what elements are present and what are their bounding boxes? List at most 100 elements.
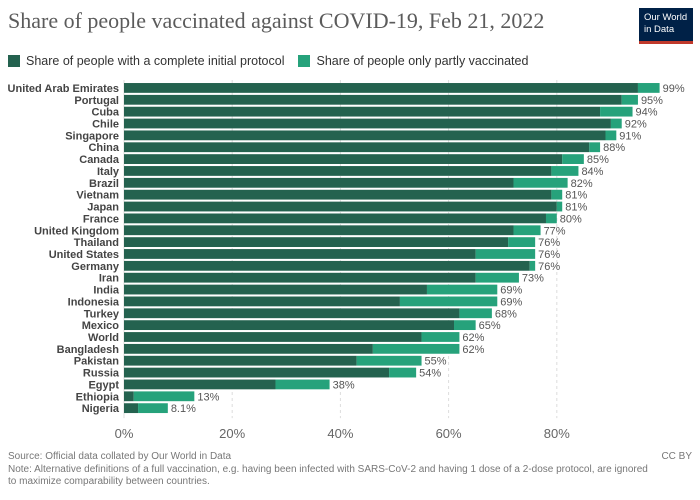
category-label: Vietnam: [76, 190, 119, 202]
bar-complete[interactable]: [124, 260, 530, 271]
bar-complete[interactable]: [124, 130, 606, 141]
bar-partial[interactable]: [475, 249, 536, 259]
bar-partial[interactable]: [421, 332, 460, 342]
category-label: Bangladesh: [57, 344, 120, 356]
bar-partial[interactable]: [589, 142, 601, 153]
total-value-label: 69%: [500, 285, 522, 297]
x-tick-label: 40%: [327, 426, 353, 441]
total-value-label: 76%: [538, 237, 560, 249]
bar-complete[interactable]: [124, 379, 276, 390]
category-label: Egypt: [88, 379, 119, 391]
legend: Share of people with a complete initial …: [8, 54, 542, 68]
legend-item-complete[interactable]: Share of people with a complete initial …: [8, 54, 284, 68]
total-value-label: 80%: [560, 213, 582, 225]
bar-partial[interactable]: [551, 166, 579, 176]
x-tick-label: 60%: [436, 426, 462, 441]
total-value-label: 54%: [419, 368, 441, 380]
total-value-label: 91%: [619, 130, 641, 142]
bar-complete[interactable]: [124, 177, 514, 188]
total-value-label: 73%: [522, 273, 544, 285]
total-value-label: 94%: [636, 107, 658, 119]
legend-item-partial[interactable]: Share of people only partly vaccinated: [298, 54, 528, 68]
category-label: Mexico: [82, 320, 120, 332]
bar-partial[interactable]: [621, 94, 638, 105]
bar-complete[interactable]: [124, 391, 134, 402]
bar-partial[interactable]: [605, 130, 617, 141]
bar-complete[interactable]: [124, 296, 400, 307]
bar-complete[interactable]: [124, 225, 514, 236]
total-value-label: 62%: [462, 332, 484, 344]
category-label: Indonesia: [68, 296, 120, 308]
bar-partial[interactable]: [556, 201, 563, 212]
bar-partial[interactable]: [529, 260, 536, 271]
bar-partial[interactable]: [133, 391, 195, 402]
bar-complete[interactable]: [124, 142, 590, 153]
bar-partial[interactable]: [600, 106, 633, 117]
bar-chart: 0% 20% 40% 60% 80% United Arab Emirates 99% Por…: [8, 80, 685, 441]
bar-partial[interactable]: [356, 355, 422, 366]
bar-complete[interactable]: [124, 237, 509, 248]
bar-partial[interactable]: [475, 272, 519, 283]
bar-complete[interactable]: [124, 320, 455, 331]
bar-partial[interactable]: [459, 308, 492, 319]
category-label: Thailand: [74, 237, 119, 249]
owid-logo[interactable]: Our World in Data: [639, 8, 693, 44]
bar-complete[interactable]: [124, 189, 552, 200]
bar-partial[interactable]: [513, 225, 541, 236]
bar-complete[interactable]: [124, 83, 638, 93]
bar-partial[interactable]: [454, 320, 476, 331]
total-value-label: 85%: [587, 154, 609, 166]
total-value-label: 13%: [197, 391, 219, 403]
bar-complete[interactable]: [124, 332, 422, 342]
category-label: United Arab Emirates: [8, 83, 119, 95]
legend-label-partial: Share of people only partly vaccinated: [316, 54, 529, 68]
bar-partial[interactable]: [610, 118, 622, 129]
bar-complete[interactable]: [124, 367, 390, 378]
total-value-label: 68%: [495, 308, 517, 320]
x-tick-label: 0%: [115, 426, 134, 441]
bar-complete[interactable]: [124, 308, 460, 319]
category-label: Japan: [87, 202, 119, 214]
bar-partial[interactable]: [513, 177, 568, 188]
logo-line2: in Data: [644, 24, 675, 35]
bar-partial[interactable]: [562, 154, 584, 164]
category-label: Russia: [83, 368, 120, 380]
bar-complete[interactable]: [124, 284, 427, 295]
total-value-label: 65%: [479, 320, 501, 332]
bar-complete[interactable]: [124, 213, 546, 224]
legend-label-complete: Share of people with a complete initial …: [26, 54, 285, 68]
total-value-label: 62%: [462, 344, 484, 356]
x-tick-label: 20%: [219, 426, 245, 441]
total-value-label: 76%: [538, 249, 560, 261]
total-value-label: 38%: [333, 379, 355, 391]
bar-partial[interactable]: [551, 189, 563, 200]
total-value-label: 76%: [538, 261, 560, 273]
bar-complete[interactable]: [124, 201, 557, 212]
category-label: Pakistan: [74, 356, 120, 368]
bar-complete[interactable]: [124, 94, 622, 105]
category-label: Italy: [97, 166, 120, 178]
bar-partial[interactable]: [138, 403, 168, 414]
bar-partial[interactable]: [545, 213, 557, 224]
category-label: United Kingdom: [34, 225, 119, 237]
bar-partial[interactable]: [508, 237, 536, 248]
bar-complete[interactable]: [124, 272, 476, 283]
bar-partial[interactable]: [372, 343, 460, 354]
bar-partial[interactable]: [637, 83, 660, 93]
bar-complete[interactable]: [124, 118, 611, 129]
bar-partial[interactable]: [426, 284, 498, 295]
bar-complete[interactable]: [124, 343, 373, 354]
category-label: Canada: [79, 154, 120, 166]
bar-partial[interactable]: [389, 367, 417, 378]
bar-complete[interactable]: [124, 166, 552, 176]
bar-partial[interactable]: [399, 296, 498, 307]
bar-partial[interactable]: [275, 379, 330, 390]
bar-complete[interactable]: [124, 403, 139, 414]
category-label: Brazil: [89, 178, 119, 190]
total-value-label: 55%: [425, 356, 447, 368]
bar-complete[interactable]: [124, 249, 476, 259]
total-value-label: 88%: [603, 142, 625, 154]
bar-complete[interactable]: [124, 106, 601, 117]
bar-complete[interactable]: [124, 355, 357, 366]
bar-complete[interactable]: [124, 154, 563, 164]
